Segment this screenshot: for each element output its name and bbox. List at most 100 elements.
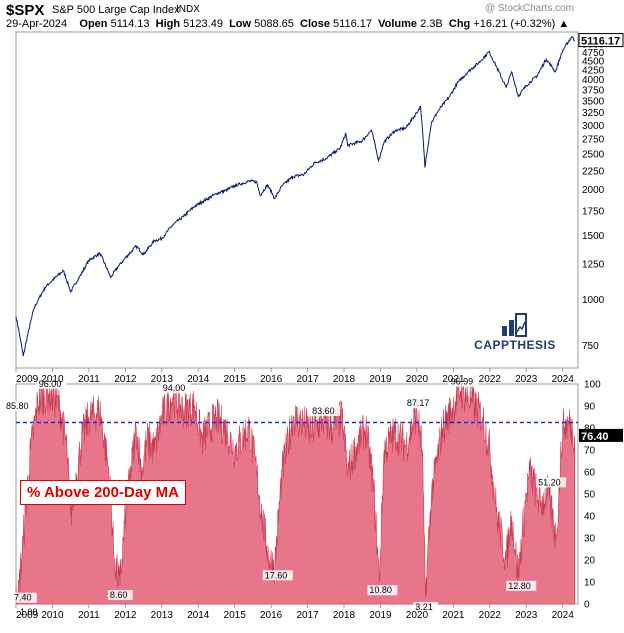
x-tick-1-12: 2021 [442, 610, 465, 621]
x-tick-0-6: 2015 [224, 374, 247, 385]
price-y-tick-9: 2750 [582, 135, 605, 146]
logo-text: CAPPTHESIS [474, 338, 556, 352]
chg-label: Chg [448, 18, 471, 30]
x-tick-1-3: 2012 [114, 610, 137, 621]
annotation-bg-7 [367, 585, 398, 596]
indicator-y-tick-3: 70 [584, 446, 596, 457]
price-last-value: 5116.17 [581, 36, 620, 48]
x-tick-1-8: 2017 [296, 610, 319, 621]
ohlc-row: 29-Apr-2024 Open 5114.13 High 5123.49 Lo… [6, 18, 569, 30]
annotation-7: 10.80 [369, 585, 392, 595]
indicator-y-tick-6: 40 [584, 512, 596, 523]
x-tick-0-9: 2018 [333, 374, 356, 385]
x-tick-0-8: 2017 [296, 374, 319, 385]
indicator-y-tick-1: 90 [584, 402, 596, 413]
x-tick-1-0: 2009 [16, 610, 39, 621]
x-tick-0-11: 2020 [406, 374, 429, 385]
annotation-10: 96.99 [451, 377, 474, 387]
chg-up-arrow: ▲ [558, 18, 570, 30]
low-value: 5088.65 [254, 18, 294, 30]
annotation-bg-12 [506, 580, 537, 591]
x-tick-1-11: 2020 [406, 610, 429, 621]
volume-label: Volume [378, 18, 418, 30]
high-label: High [155, 18, 181, 30]
annotation-bg-5 [262, 570, 293, 581]
price-y-tick-14: 1500 [582, 231, 605, 242]
x-tick-0-4: 2013 [151, 374, 174, 385]
price-y-tick-11: 2250 [582, 166, 605, 177]
indicator-y-tick-0: 100 [584, 380, 601, 391]
description: S&P 500 Large Cap Index [52, 4, 180, 16]
annotation-bg-6 [310, 406, 341, 417]
indicator-y-tick-8: 20 [584, 556, 596, 567]
x-tick-1-7: 2016 [260, 610, 283, 621]
price-y-tick-4: 4000 [582, 75, 605, 86]
annotation-13: 85.80 [6, 401, 29, 411]
indicator-label: % Above 200-Day MA [20, 480, 186, 505]
x-tick-0-5: 2014 [187, 374, 210, 385]
close-label: Close [300, 18, 330, 30]
date: 29-Apr-2024 [6, 18, 68, 30]
annotation-5: 17.60 [265, 570, 288, 580]
annotation-bg-3 [107, 590, 133, 601]
logo-icon [502, 313, 527, 337]
price-y-tick-1: 4750 [582, 48, 605, 59]
x-tick-0-12: 2021 [442, 374, 465, 385]
x-tick-1-15: 2024 [552, 610, 575, 621]
x-tick-0-2: 2011 [78, 374, 100, 385]
annotation-11: 51.20 [538, 477, 561, 487]
x-tick-0-1: 2010 [41, 374, 64, 385]
annotation-6: 83.60 [312, 406, 335, 416]
annotation-9: 3.21 [415, 602, 433, 612]
watermark: @ StockCharts.com [484, 3, 574, 14]
x-tick-0-7: 2016 [260, 374, 283, 385]
x-tick-1-4: 2013 [151, 610, 174, 621]
price-y-tick-8: 3000 [582, 121, 605, 132]
annotation-bg-2 [36, 378, 67, 389]
indicator-last-tag-box [579, 428, 623, 442]
price-y-tick-17: 750 [582, 341, 599, 352]
x-tick-0-15: 2024 [552, 374, 575, 385]
annotation-bg-13 [4, 401, 34, 412]
price-y-tick-7: 3250 [582, 108, 605, 119]
x-tick-0-0: 2009 [16, 374, 39, 385]
price-y-tick-12: 2000 [582, 185, 605, 196]
price-y-tick-16: 1000 [582, 295, 605, 306]
chg-value: +16.21 (+0.32%) [473, 18, 556, 30]
indicator-y-tick-10: 0 [584, 600, 590, 611]
price-y-tick-10: 2500 [582, 150, 605, 161]
indicator-y-tick-5: 50 [584, 490, 596, 501]
open-label: Open [79, 18, 108, 30]
x-tick-1-5: 2014 [187, 610, 210, 621]
indicator-area [15, 385, 575, 605]
annotation-0: 7.40 [14, 593, 32, 603]
price-y-tick-2: 4500 [582, 56, 605, 67]
price-y-tick-13: 1750 [582, 206, 605, 217]
x-tick-1-14: 2023 [515, 610, 538, 621]
price-y-tick-6: 3500 [582, 96, 605, 107]
annotation-3: 8.60 [110, 590, 128, 600]
x-tick-1-1: 2010 [41, 610, 64, 621]
annotation-8: 87.17 [407, 398, 430, 408]
annotation-2: 96.00 [39, 379, 62, 389]
price-y-tick-5: 3750 [582, 85, 605, 96]
x-tick-0-13: 2022 [479, 374, 502, 385]
price-last-tag-box [578, 33, 624, 48]
annotation-bg-9 [413, 601, 439, 612]
exchange: INDX [176, 4, 200, 15]
annotation-4: 94.00 [163, 383, 186, 393]
x-tick-1-2: 2011 [78, 610, 100, 621]
annotation-1: 1.00 [20, 607, 38, 617]
indicator-last-value: 76.40 [581, 431, 609, 443]
price-y-tick-15: 1250 [582, 260, 605, 271]
open-value: 5114.13 [110, 18, 150, 30]
annotation-bg-0 [12, 592, 37, 603]
annotation-bg-11 [536, 477, 567, 488]
symbol: $SPX [6, 2, 45, 19]
annotation-bg-8 [404, 398, 435, 409]
low-label: Low [229, 18, 252, 30]
close-value: 5116.17 [333, 18, 372, 30]
price-line [15, 35, 575, 357]
annotation-bg-1 [18, 606, 43, 617]
